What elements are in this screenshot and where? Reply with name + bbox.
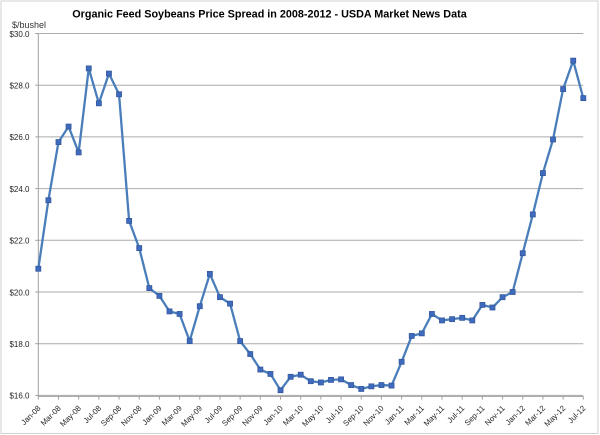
svg-text:$16.0: $16.0 [9,392,30,401]
svg-text:$22.0: $22.0 [9,237,30,246]
svg-text:$/bushel: $/bushel [12,20,46,30]
svg-text:Organic Feed Soybeans Price Sp: Organic Feed Soybeans Price Spread in 20… [72,9,467,21]
svg-text:$18.0: $18.0 [9,340,30,349]
svg-text:$24.0: $24.0 [9,185,30,194]
svg-text:$28.0: $28.0 [9,82,30,91]
svg-text:$20.0: $20.0 [9,288,30,297]
svg-text:$26.0: $26.0 [9,133,30,142]
svg-text:$30.0: $30.0 [9,30,30,39]
